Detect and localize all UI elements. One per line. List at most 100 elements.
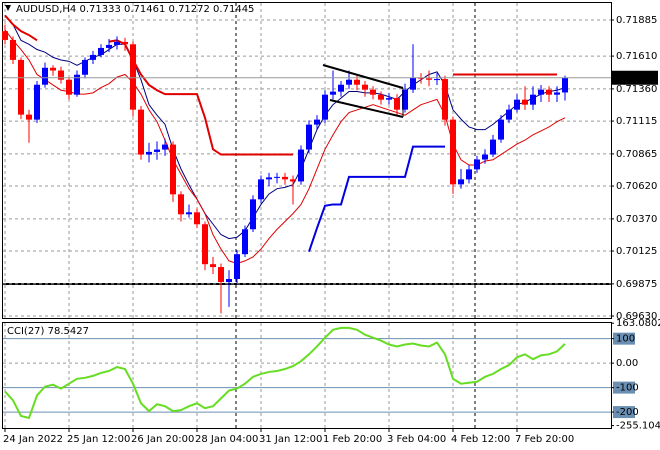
- candle-body: [18, 59, 24, 115]
- y-tick-label: 0.71360: [616, 84, 657, 95]
- candle-body: [74, 74, 80, 95]
- main-panel-frame: [2, 2, 612, 319]
- candle-body: [322, 94, 328, 120]
- candle-body: [138, 109, 144, 155]
- candle-body: [498, 119, 504, 140]
- x-tick-label: 28 Jan 04:00: [195, 434, 258, 445]
- indicator-line: [4, 14, 38, 42]
- level-label-box: [613, 332, 635, 345]
- candle-body: [306, 124, 312, 150]
- candle-body: [162, 144, 168, 150]
- candle-body: [442, 79, 448, 120]
- candle-body: [250, 199, 256, 230]
- candle-body: [554, 92, 560, 95]
- x-tick-label: 26 Jan 20:00: [131, 434, 194, 445]
- candle-body: [346, 79, 352, 85]
- y-tick-label: -100: [616, 383, 639, 394]
- candle-body: [338, 84, 344, 92]
- symbol-icon: [5, 5, 11, 11]
- y-tick-label: 0.70620: [616, 181, 657, 192]
- y-tick-label: 163.0802: [616, 318, 660, 329]
- candle-body: [530, 94, 536, 105]
- candle-body: [298, 149, 304, 182]
- candle-body: [522, 99, 528, 105]
- x-tick-label: 31 Jan 12:00: [259, 434, 322, 445]
- indicator-line: [108, 39, 293, 156]
- y-tick-label: 0.71115: [616, 116, 657, 127]
- candle-body: [90, 54, 96, 60]
- indicator-line: [308, 145, 445, 253]
- candle-body: [410, 77, 416, 90]
- level-label-box: [613, 381, 635, 394]
- candle-body: [218, 267, 224, 283]
- chart-title: AUDUSD,H4 0.71333 0.71461 0.71272 0.7144…: [16, 4, 254, 15]
- candle-body: [2, 31, 8, 40]
- x-tick-label: 3 Feb 04:00: [387, 434, 446, 445]
- price-label-box: [612, 70, 658, 85]
- candle-body: [562, 77, 568, 93]
- candle-body: [314, 119, 320, 125]
- candle-body: [234, 254, 240, 280]
- y-tick-label: 0.71610: [616, 51, 657, 62]
- candle-body: [202, 224, 208, 265]
- candle-body: [122, 41, 128, 45]
- candle-body: [474, 159, 480, 170]
- candle-body: [106, 44, 112, 48]
- candle-body: [258, 179, 264, 200]
- candle-body: [26, 114, 32, 120]
- y-tick-label: 0.69630: [616, 311, 657, 322]
- candle-body: [378, 94, 384, 100]
- x-tick-label: 24 Jan 2022: [3, 434, 63, 445]
- y-tick-label: 100: [616, 334, 635, 345]
- candle-body: [538, 89, 544, 95]
- candle-body: [482, 154, 488, 160]
- candle-body: [362, 84, 368, 90]
- candle-body: [226, 279, 232, 283]
- candle-body: [282, 176, 288, 180]
- x-tick-label: 25 Jan 12:00: [67, 434, 130, 445]
- y-tick-label: 0.69875: [616, 279, 657, 290]
- candle-body: [10, 39, 16, 60]
- candle-body: [98, 47, 104, 55]
- plot: [2, 3, 611, 428]
- candle-body: [514, 99, 520, 110]
- y-tick-label: 0.71885: [616, 15, 657, 26]
- trend-line: [322, 64, 404, 89]
- candle-body: [242, 229, 248, 255]
- level-label-box: [613, 406, 635, 419]
- candle-body: [434, 79, 440, 81]
- x-tick-label: 7 Feb 20:00: [515, 434, 574, 445]
- candle-body: [370, 89, 376, 95]
- candle-body: [170, 144, 176, 195]
- candle-body: [394, 98, 400, 110]
- candle-body: [354, 79, 360, 85]
- candle-body: [50, 67, 56, 71]
- candle-body: [450, 119, 456, 185]
- x-tick-label: 4 Feb 12:00: [451, 434, 510, 445]
- x-tick-label: 1 Feb 20:00: [323, 434, 382, 445]
- candle-body: [194, 212, 200, 225]
- y-tick-label: 0.70125: [616, 246, 657, 257]
- cci-title: CCI(27) 78.5427: [7, 326, 89, 337]
- candle-body: [66, 79, 72, 95]
- indicator-line: [4, 29, 566, 265]
- candle-body: [186, 212, 192, 215]
- candle-body: [178, 194, 184, 215]
- y-tick-label: 0.70865: [616, 149, 657, 160]
- cci-line: [4, 326, 566, 420]
- price-label: 0.71445: [616, 73, 657, 84]
- candle-body: [34, 84, 40, 120]
- candle-body: [274, 176, 280, 178]
- candle-body: [114, 41, 120, 45]
- candle-body: [546, 89, 552, 95]
- candle-body: [266, 177, 272, 180]
- candle-body: [290, 179, 296, 182]
- cci-panel-frame: [2, 322, 612, 429]
- candle-body: [458, 179, 464, 185]
- candle-body: [154, 149, 160, 152]
- candle-body: [146, 151, 152, 155]
- candle-body: [426, 78, 432, 80]
- y-tick-label: 0.00: [616, 358, 638, 369]
